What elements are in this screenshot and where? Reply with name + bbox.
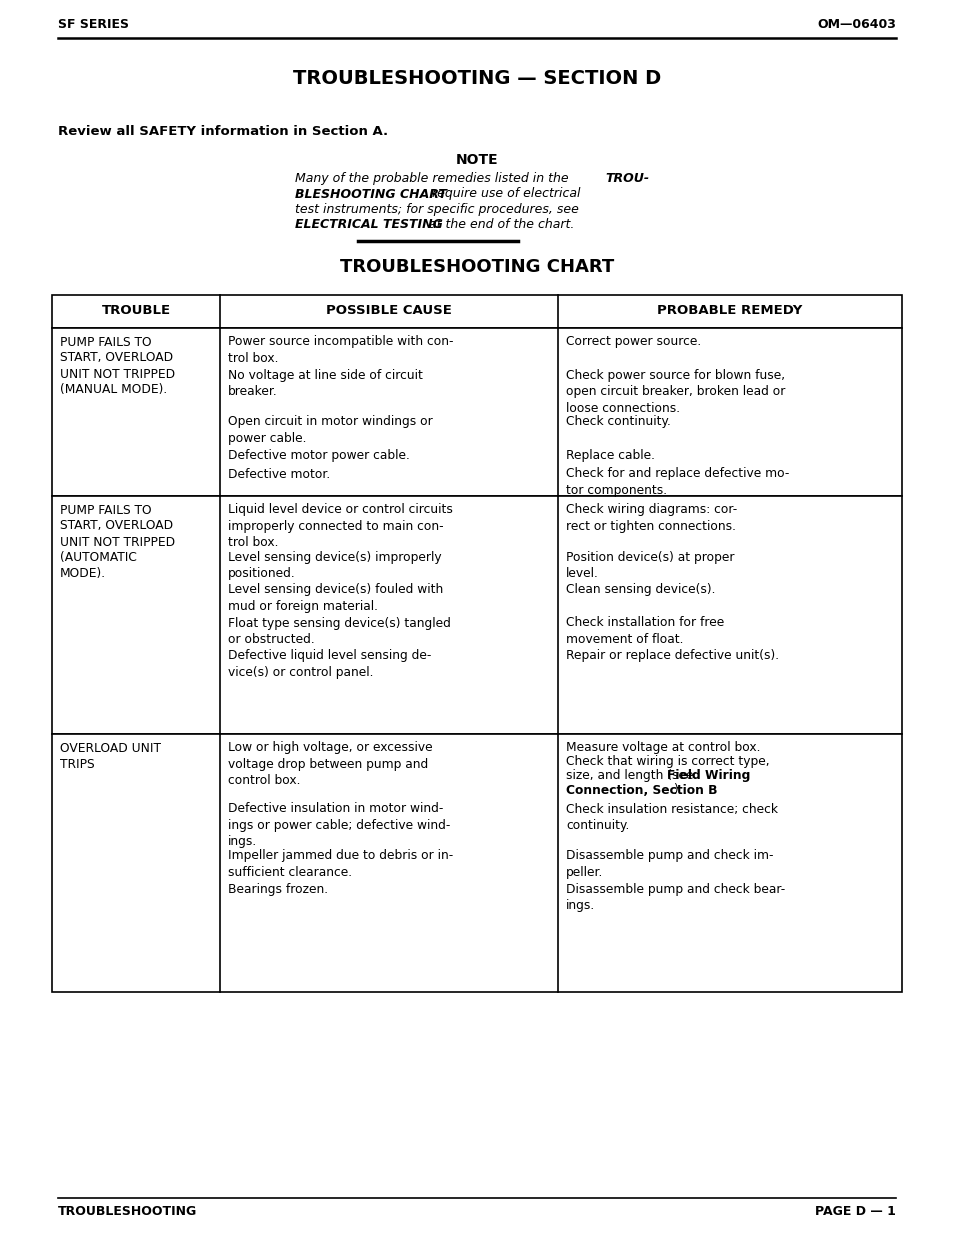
Text: Impeller jammed due to debris or in-
sufficient clearance.: Impeller jammed due to debris or in- suf… (228, 850, 453, 879)
Text: Replace cable.: Replace cable. (565, 448, 655, 462)
Text: PAGE D — 1: PAGE D — 1 (814, 1205, 895, 1218)
Text: Check wiring diagrams: cor-
rect or tighten connections.: Check wiring diagrams: cor- rect or tigh… (565, 504, 737, 534)
Text: Check for and replace defective mo-
tor components.: Check for and replace defective mo- tor … (565, 468, 788, 496)
Text: Open circuit in motor windings or
power cable.: Open circuit in motor windings or power … (228, 415, 433, 445)
Text: NOTE: NOTE (456, 153, 497, 167)
Text: Correct power source.: Correct power source. (565, 336, 700, 348)
Text: Field Wiring: Field Wiring (666, 769, 749, 783)
Text: PUMP FAILS TO
START, OVERLOAD
UNIT NOT TRIPPED
(MANUAL MODE).: PUMP FAILS TO START, OVERLOAD UNIT NOT T… (60, 336, 175, 396)
Text: Liquid level device or control circuits
improperly connected to main con-
trol b: Liquid level device or control circuits … (228, 504, 453, 550)
Text: Level sensing device(s) fouled with
mud or foreign material.: Level sensing device(s) fouled with mud … (228, 583, 443, 613)
Text: PUMP FAILS TO
START, OVERLOAD
UNIT NOT TRIPPED
(AUTOMATIC
MODE).: PUMP FAILS TO START, OVERLOAD UNIT NOT T… (60, 504, 175, 580)
Text: POSSIBLE CAUSE: POSSIBLE CAUSE (326, 305, 452, 317)
Text: Defective insulation in motor wind-
ings or power cable; defective wind-
ings.: Defective insulation in motor wind- ings… (228, 803, 450, 848)
Text: ).: ). (673, 783, 681, 797)
Text: TROUBLESHOOTING: TROUBLESHOOTING (58, 1205, 197, 1218)
Text: TROU-: TROU- (604, 172, 648, 185)
Text: Float type sensing device(s) tangled
or obstructed.: Float type sensing device(s) tangled or … (228, 616, 451, 646)
Text: Disassemble pump and check im-
peller.: Disassemble pump and check im- peller. (565, 850, 773, 879)
Text: TROUBLESHOOTING — SECTION D: TROUBLESHOOTING — SECTION D (293, 68, 660, 88)
Text: Many of the probable remedies listed in the: Many of the probable remedies listed in … (294, 172, 572, 185)
Bar (52, 495, 901, 734)
Text: Check installation for free
movement of float.: Check installation for free movement of … (565, 616, 723, 646)
Text: Defective motor power cable.: Defective motor power cable. (228, 448, 410, 462)
Text: No voltage at line side of circuit
breaker.: No voltage at line side of circuit break… (228, 368, 422, 398)
Text: OM—06403: OM—06403 (817, 19, 895, 32)
Text: Defective liquid level sensing de-
vice(s) or control panel.: Defective liquid level sensing de- vice(… (228, 650, 431, 679)
Text: Clean sensing device(s).: Clean sensing device(s). (565, 583, 715, 597)
Text: Measure voltage at control box.: Measure voltage at control box. (565, 741, 760, 755)
Text: Check continuity.: Check continuity. (565, 415, 670, 429)
Text: OVERLOAD UNIT
TRIPS: OVERLOAD UNIT TRIPS (60, 741, 161, 771)
Text: size, and length (see: size, and length (see (565, 769, 697, 783)
Text: TROUBLE: TROUBLE (101, 305, 171, 317)
Text: at the end of the chart.: at the end of the chart. (424, 219, 574, 231)
Text: Repair or replace defective unit(s).: Repair or replace defective unit(s). (565, 650, 779, 662)
Text: Defective motor.: Defective motor. (228, 468, 330, 480)
Text: Level sensing device(s) improperly
positioned.: Level sensing device(s) improperly posit… (228, 551, 441, 580)
Bar (52, 294, 901, 327)
Text: Review all SAFETY information in Section A.: Review all SAFETY information in Section… (58, 125, 388, 138)
Text: Check that wiring is correct type,: Check that wiring is correct type, (565, 756, 769, 768)
Text: Disassemble pump and check bear-
ings.: Disassemble pump and check bear- ings. (565, 883, 784, 911)
Text: Bearings frozen.: Bearings frozen. (228, 883, 328, 895)
Text: Connection, Section B: Connection, Section B (565, 783, 717, 797)
Text: Position device(s) at proper
level.: Position device(s) at proper level. (565, 551, 734, 580)
Text: PROBABLE REMEDY: PROBABLE REMEDY (657, 305, 801, 317)
Text: Power source incompatible with con-
trol box.: Power source incompatible with con- trol… (228, 336, 453, 366)
Text: BLESHOOTING CHART: BLESHOOTING CHART (294, 188, 446, 200)
Text: TROUBLESHOOTING CHART: TROUBLESHOOTING CHART (339, 258, 614, 277)
Text: ELECTRICAL TESTING: ELECTRICAL TESTING (294, 219, 442, 231)
Text: Low or high voltage, or excessive
voltage drop between pump and
control box.: Low or high voltage, or excessive voltag… (228, 741, 432, 788)
Bar (52, 734, 901, 992)
Text: require use of electrical: require use of electrical (428, 188, 579, 200)
Text: test instruments; for specific procedures, see: test instruments; for specific procedure… (294, 203, 578, 216)
Text: Check power source for blown fuse,
open circuit breaker, broken lead or
loose co: Check power source for blown fuse, open … (565, 368, 784, 415)
Bar (52, 327, 901, 495)
Text: Check insulation resistance; check
continuity.: Check insulation resistance; check conti… (565, 803, 778, 832)
Text: SF SERIES: SF SERIES (58, 19, 129, 32)
